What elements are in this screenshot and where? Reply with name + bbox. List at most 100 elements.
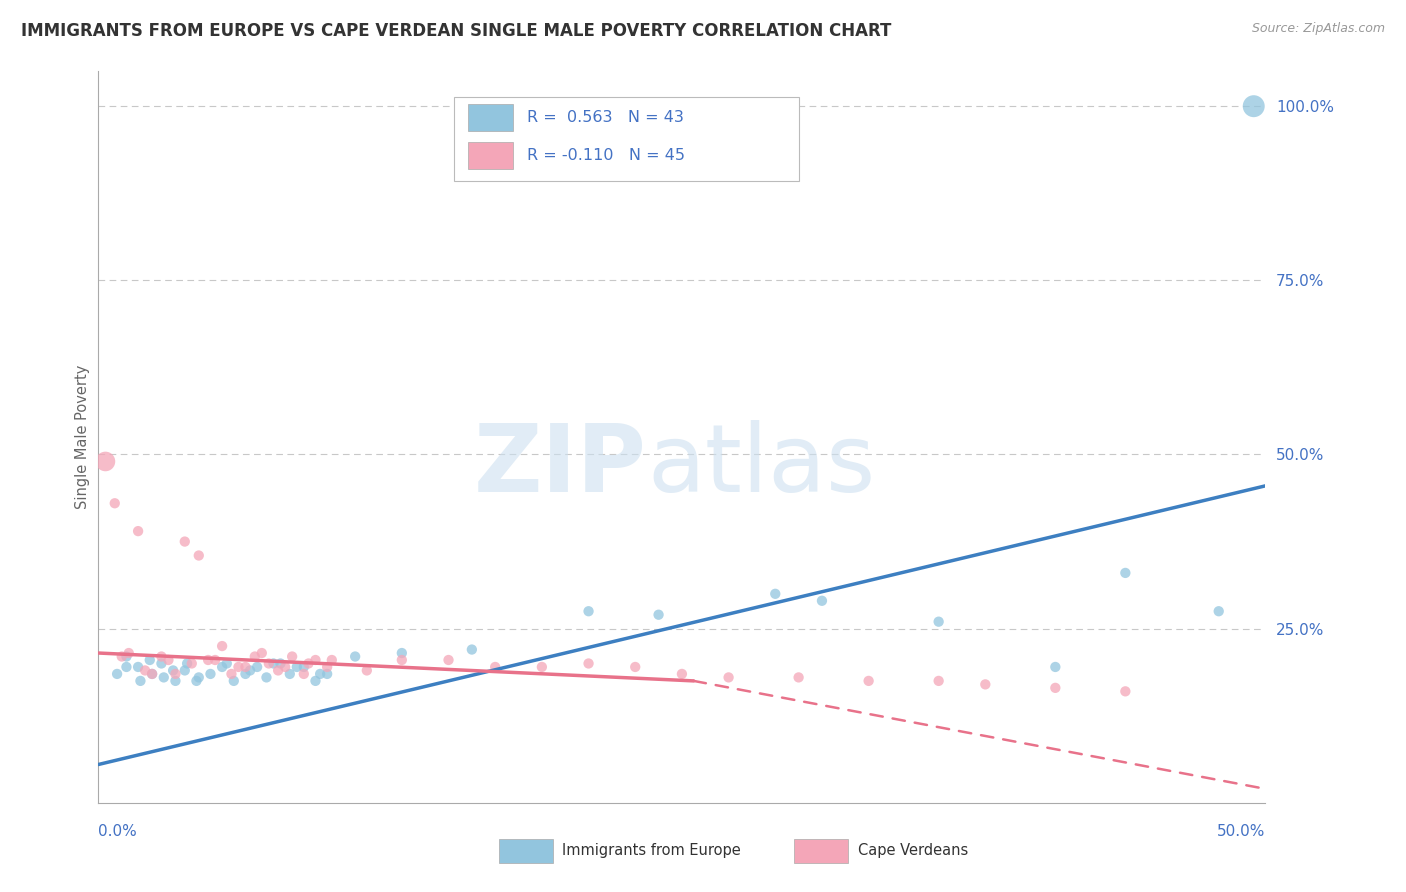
Point — [173, 664, 195, 678]
Point — [165, 673, 187, 688]
Point — [257, 657, 280, 671]
Point — [267, 664, 290, 678]
Point — [278, 667, 301, 681]
Point — [292, 660, 315, 674]
Point — [150, 657, 173, 671]
FancyBboxPatch shape — [468, 103, 513, 131]
Point — [297, 657, 319, 671]
Point — [304, 673, 326, 688]
Point — [180, 657, 202, 671]
Point — [437, 653, 460, 667]
Point — [484, 660, 506, 674]
Text: atlas: atlas — [647, 420, 875, 512]
Point — [127, 524, 149, 538]
Point — [157, 653, 180, 667]
Point — [211, 639, 233, 653]
Point — [215, 657, 238, 671]
Point — [292, 667, 315, 681]
Text: R = -0.110   N = 45: R = -0.110 N = 45 — [527, 148, 685, 163]
Point — [139, 653, 162, 667]
Text: IMMIGRANTS FROM EUROPE VS CAPE VERDEAN SINGLE MALE POVERTY CORRELATION CHART: IMMIGRANTS FROM EUROPE VS CAPE VERDEAN S… — [21, 22, 891, 40]
Point — [250, 646, 273, 660]
Point — [1243, 99, 1265, 113]
Point — [858, 673, 880, 688]
Point — [391, 653, 413, 667]
Point — [141, 667, 163, 681]
Point — [118, 646, 141, 660]
Point — [344, 649, 367, 664]
Point — [187, 670, 209, 684]
Point — [105, 667, 128, 681]
Point — [811, 594, 834, 608]
Point — [187, 549, 209, 563]
Point — [647, 607, 669, 622]
Point — [1045, 660, 1067, 674]
Point — [127, 660, 149, 674]
Point — [152, 670, 174, 684]
Point — [104, 496, 127, 510]
Point — [176, 657, 198, 671]
Point — [228, 660, 250, 674]
Point — [1208, 604, 1230, 618]
Point — [134, 664, 156, 678]
Point — [285, 660, 308, 674]
Text: ZIP: ZIP — [474, 420, 647, 512]
Point — [304, 653, 326, 667]
Point — [221, 667, 243, 681]
Point — [316, 667, 339, 681]
Point — [262, 657, 284, 671]
Point — [1114, 566, 1136, 580]
Point — [974, 677, 997, 691]
Point — [1114, 684, 1136, 698]
Point — [578, 604, 600, 618]
Point — [243, 649, 266, 664]
Point — [200, 667, 222, 681]
Point — [239, 664, 262, 678]
Point — [928, 673, 950, 688]
Text: 50.0%: 50.0% — [1218, 824, 1265, 838]
Point — [129, 673, 152, 688]
Point — [186, 673, 208, 688]
Y-axis label: Single Male Poverty: Single Male Poverty — [75, 365, 90, 509]
Point — [141, 667, 163, 681]
Point — [115, 649, 138, 664]
Point — [94, 454, 117, 468]
Point — [717, 670, 740, 684]
Point — [115, 660, 138, 674]
Point — [150, 649, 173, 664]
Point — [281, 649, 304, 664]
Point — [391, 646, 413, 660]
Point — [269, 657, 291, 671]
Point — [356, 664, 378, 678]
Point — [316, 660, 339, 674]
Text: Immigrants from Europe: Immigrants from Europe — [562, 844, 741, 858]
Point — [162, 664, 184, 678]
Point — [671, 667, 693, 681]
Point — [211, 660, 233, 674]
Point — [235, 660, 257, 674]
Point — [111, 649, 134, 664]
Point — [235, 667, 257, 681]
Point — [787, 670, 810, 684]
FancyBboxPatch shape — [454, 97, 799, 181]
Point — [461, 642, 484, 657]
Point — [1045, 681, 1067, 695]
Point — [763, 587, 786, 601]
Point — [928, 615, 950, 629]
Text: R =  0.563   N = 43: R = 0.563 N = 43 — [527, 110, 683, 125]
Text: Cape Verdeans: Cape Verdeans — [858, 844, 967, 858]
Point — [274, 660, 297, 674]
Point — [173, 534, 195, 549]
Point — [165, 667, 187, 681]
Point — [624, 660, 647, 674]
Point — [197, 653, 219, 667]
Point — [578, 657, 600, 671]
Point — [222, 673, 245, 688]
Point — [309, 667, 332, 681]
Point — [246, 660, 269, 674]
Point — [321, 653, 343, 667]
Point — [530, 660, 553, 674]
Text: 0.0%: 0.0% — [98, 824, 138, 838]
FancyBboxPatch shape — [468, 142, 513, 169]
Text: Source: ZipAtlas.com: Source: ZipAtlas.com — [1251, 22, 1385, 36]
